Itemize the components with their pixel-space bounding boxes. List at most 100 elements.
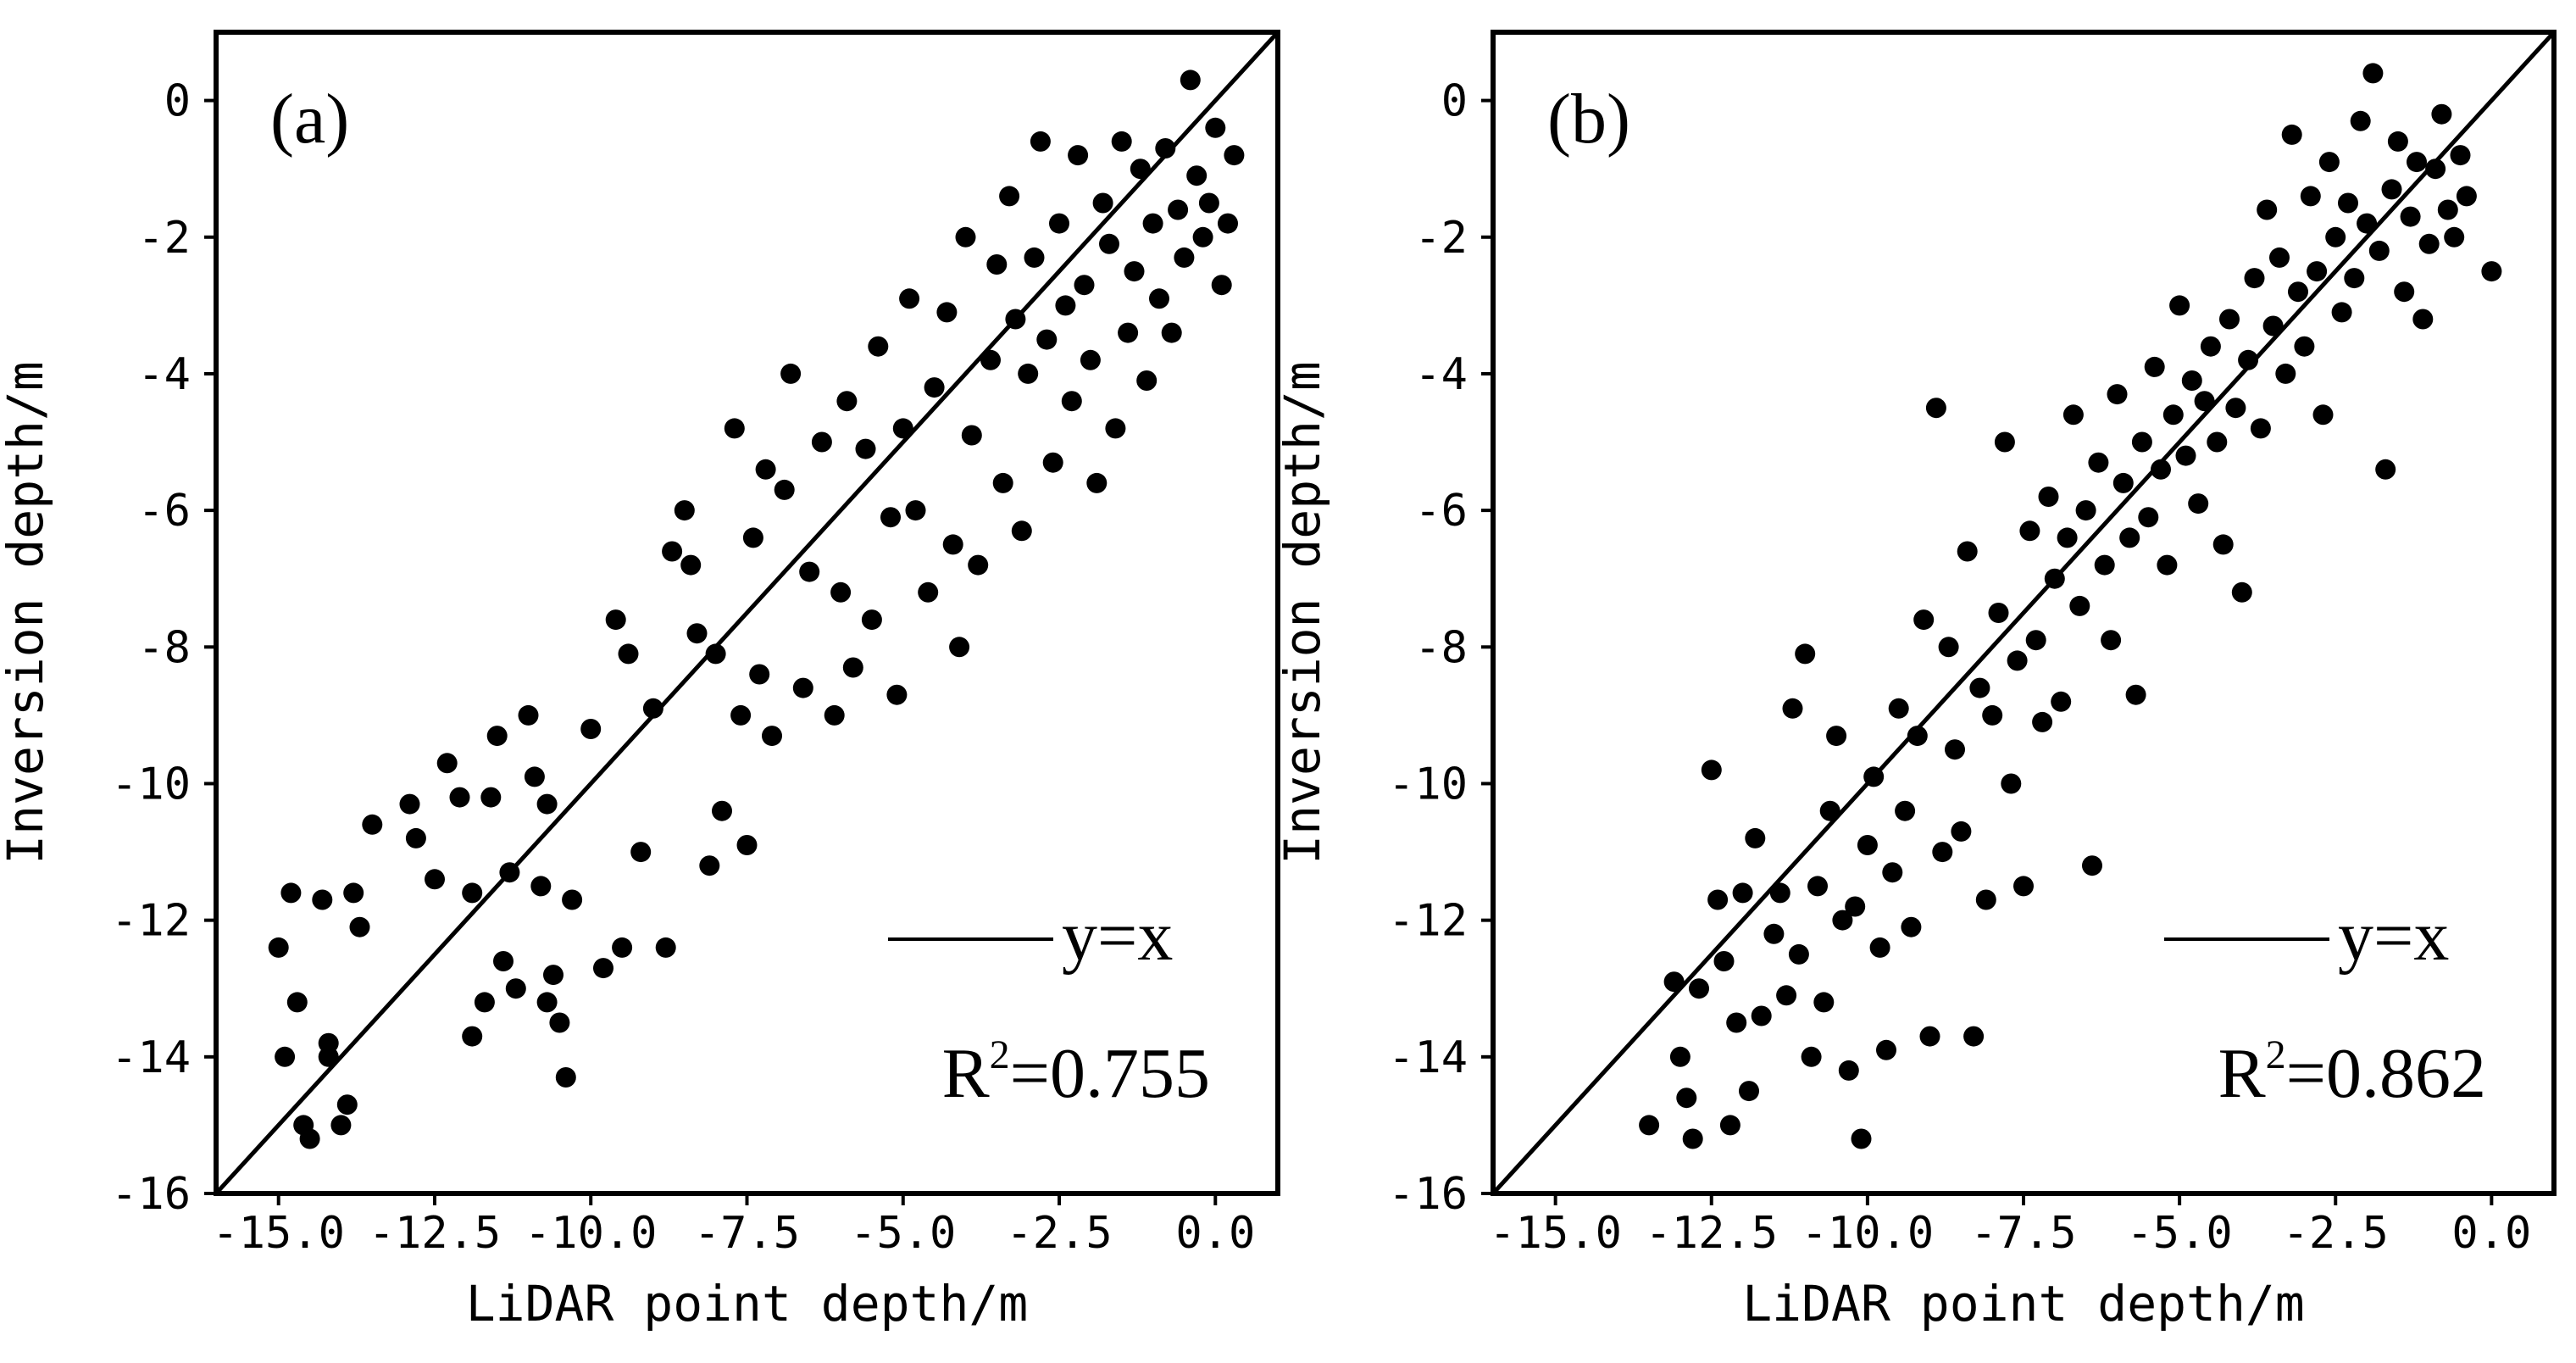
data-point xyxy=(2275,363,2296,384)
scatter-panel-a: -15.0 -12.5 -10.0 -7.5 -5.0 -2.5 0.0 0 -2 -4 -6 -8 -… xyxy=(0,30,1280,1332)
data-point xyxy=(2294,336,2315,357)
data-point xyxy=(1099,233,1119,254)
y-tick-label: -4 xyxy=(137,349,191,400)
data-point xyxy=(755,459,776,480)
panel-label: (a) xyxy=(270,80,349,159)
data-point xyxy=(905,500,926,521)
data-point xyxy=(343,882,364,904)
y-axis-label: Inversion depth/m xyxy=(1274,361,1331,865)
data-point xyxy=(2051,691,2072,712)
y-tick-label: -10 xyxy=(111,759,191,809)
data-point xyxy=(2362,63,2384,84)
data-point xyxy=(1701,759,1722,781)
data-point xyxy=(543,965,564,986)
data-point xyxy=(399,793,420,815)
data-point xyxy=(1168,199,1189,220)
data-point xyxy=(2331,302,2352,323)
data-point xyxy=(1851,1128,1872,1149)
data-point xyxy=(1024,247,1045,268)
data-point xyxy=(2244,268,2265,289)
data-point xyxy=(2338,192,2358,214)
data-point xyxy=(2131,431,2152,453)
data-point xyxy=(2288,281,2308,303)
data-point xyxy=(268,937,289,958)
data-point xyxy=(562,889,583,910)
data-point xyxy=(1726,1012,1747,1033)
data-point xyxy=(336,1094,358,1115)
r-squared-prefix: R xyxy=(942,1034,990,1113)
y-tick-label: -2 xyxy=(1414,213,1468,264)
data-point xyxy=(1682,1128,1703,1149)
data-point xyxy=(318,1032,339,1054)
data-point xyxy=(1136,370,1158,391)
data-point xyxy=(1969,677,1990,698)
data-point xyxy=(2407,152,2427,173)
data-point xyxy=(780,363,802,384)
y-tick-label: -8 xyxy=(137,622,191,673)
data-point xyxy=(1745,827,1766,848)
data-point xyxy=(1036,329,1058,350)
data-point xyxy=(1149,288,1169,309)
data-point xyxy=(1901,916,1922,937)
data-point xyxy=(1826,726,1847,747)
data-point xyxy=(2094,554,2115,576)
data-point xyxy=(518,704,539,726)
data-point xyxy=(642,698,663,719)
data-point xyxy=(1751,1005,1772,1026)
data-point xyxy=(2212,534,2234,555)
data-point xyxy=(961,425,982,446)
data-point xyxy=(2281,124,2302,145)
data-point xyxy=(2181,370,2202,391)
y-tick-label: -14 xyxy=(111,1032,191,1083)
x-tick-label: -7.5 xyxy=(694,1208,800,1259)
scatter-panel-b: -15.0 -12.5 -10.0 -7.5 -5.0 -2.5 0.0 0 -2 -4 -6 -8 -… xyxy=(1274,30,2557,1332)
data-point xyxy=(1713,951,1735,971)
data-point xyxy=(1719,1115,1740,1136)
y-tick-label: 0 xyxy=(164,76,191,127)
data-point xyxy=(2125,684,2146,705)
data-point xyxy=(1124,261,1145,282)
data-point xyxy=(536,793,558,815)
data-point xyxy=(2151,459,2171,480)
data-point xyxy=(312,889,333,910)
data-point xyxy=(1669,1046,1690,1067)
data-point xyxy=(1832,910,1853,931)
y-tick-label: -16 xyxy=(111,1169,191,1220)
x-tick-label: -10.0 xyxy=(525,1208,658,1259)
x-tick-label: -12.5 xyxy=(1645,1208,1778,1259)
data-point xyxy=(2062,404,2084,426)
legend-label: y=x xyxy=(1062,897,1173,976)
data-point xyxy=(730,704,752,726)
data-point xyxy=(955,226,976,248)
data-point xyxy=(2219,309,2240,330)
data-point xyxy=(2088,452,2109,473)
data-point xyxy=(2119,527,2140,548)
data-point xyxy=(2144,356,2165,377)
data-point xyxy=(474,992,495,1013)
r-squared-value: =0.862 xyxy=(2286,1034,2486,1113)
data-points xyxy=(268,70,1245,1149)
y-axis-label: Inversion depth/m xyxy=(0,361,54,865)
data-point xyxy=(1857,835,1878,855)
data-point xyxy=(593,958,613,979)
y-tick-label: -14 xyxy=(1388,1032,1468,1083)
data-point xyxy=(742,527,763,548)
data-point xyxy=(2325,226,2346,248)
data-point xyxy=(436,753,458,774)
y-tick-label: -12 xyxy=(1388,896,1468,947)
data-point xyxy=(362,814,383,835)
data-point xyxy=(792,677,813,698)
data-point xyxy=(612,937,633,958)
data-point xyxy=(986,254,1008,275)
data-point xyxy=(1813,992,1835,1013)
data-point xyxy=(1845,896,1866,917)
x-tick-label: 0.0 xyxy=(2451,1208,2531,1259)
data-point xyxy=(1707,889,1729,910)
data-point xyxy=(1011,520,1032,542)
data-point xyxy=(868,336,889,357)
data-point xyxy=(2038,487,2059,507)
y-tick-label: -4 xyxy=(1414,349,1468,400)
data-point xyxy=(425,869,445,890)
y-tick-label: -6 xyxy=(1414,486,1468,537)
